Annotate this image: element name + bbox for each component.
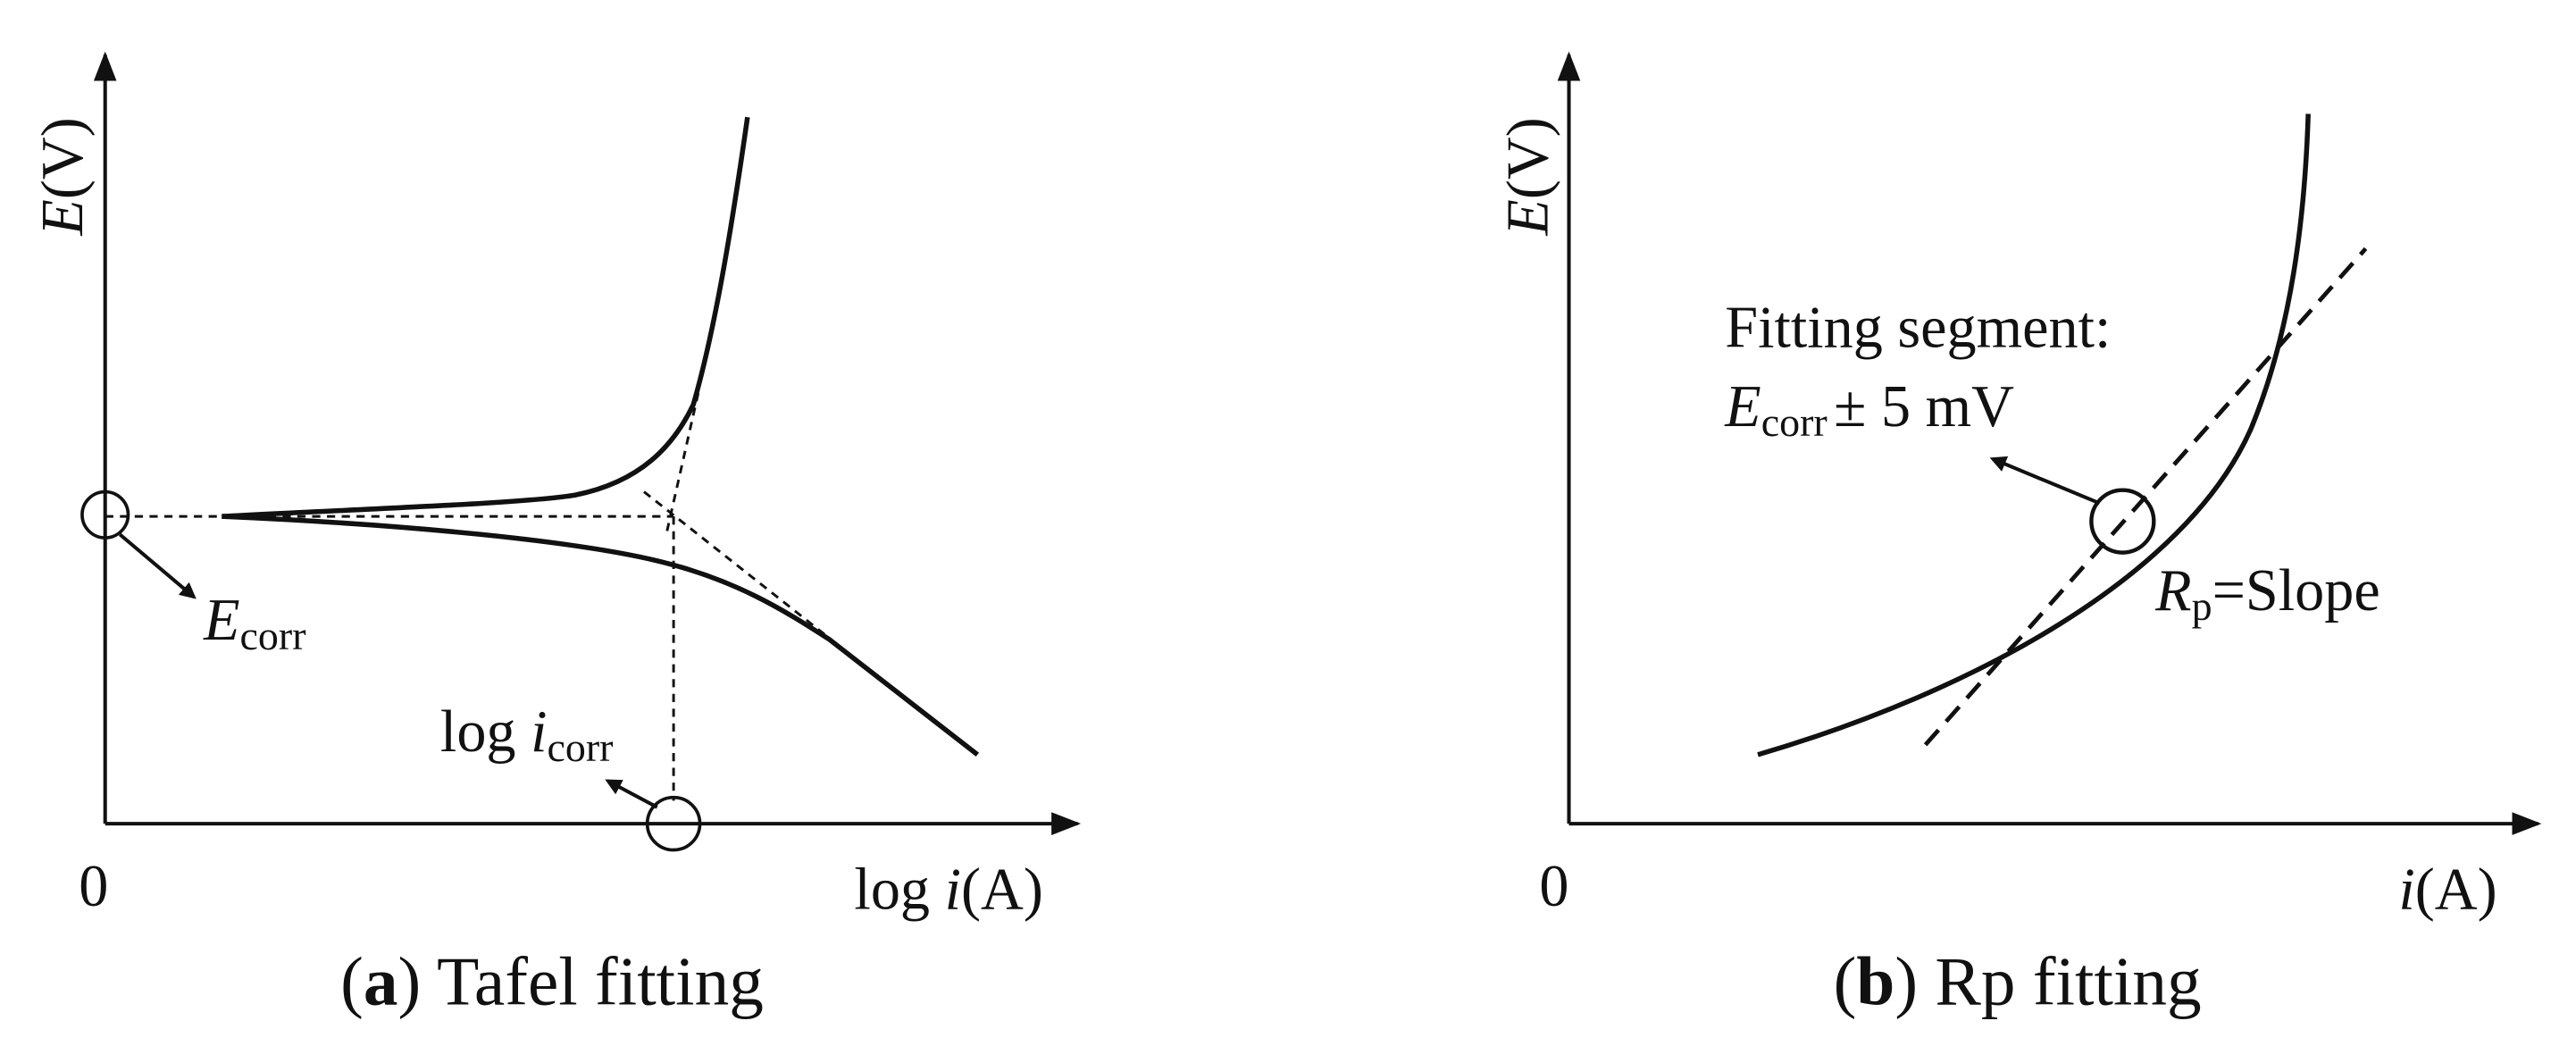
anodic-curve (222, 116, 750, 519)
subscript: corr (240, 613, 306, 658)
origin-label: 0 (79, 854, 108, 919)
cathodic-tangent (643, 490, 832, 641)
prefix: log (440, 699, 531, 765)
caption-open: ( (340, 942, 364, 1019)
icorr-circle (645, 795, 702, 852)
caption-letter: b (1856, 942, 1894, 1019)
symbol: E (203, 588, 239, 653)
origin-label: 0 (1539, 854, 1568, 919)
anodic-tangent (665, 392, 700, 532)
arrow (118, 532, 197, 599)
caption-text: ) Rp fitting (1894, 942, 2201, 1019)
x-axis-label: log i(A) (854, 858, 1042, 923)
caption-open: ( (1834, 942, 1857, 1019)
caption-letter: a (364, 942, 398, 1019)
x-axis-label: i(A) (2398, 858, 2497, 923)
subscript: p (2192, 583, 2212, 629)
caption: (a) Tafel fitting (340, 942, 764, 1019)
arrow (1989, 456, 2101, 506)
icorr-label: log icorr (440, 699, 614, 770)
slope-line (1923, 247, 2368, 747)
unit: (V) (1496, 117, 1561, 199)
range: ± 5 mV (1834, 374, 2014, 439)
arrow (605, 779, 658, 809)
slope-text: =Slope (2212, 558, 2380, 623)
polarization-curve (1757, 113, 2311, 757)
prefix: log (854, 858, 944, 923)
subscript: corr (1761, 399, 1827, 445)
symbol: E (30, 199, 96, 236)
symbol: i (945, 858, 961, 923)
caption: (b) Rp fitting (1834, 942, 2202, 1019)
fitting-circle (2089, 488, 2156, 555)
cathodic-curve (222, 514, 980, 757)
unit: (A) (2415, 858, 2497, 923)
symbol: i (531, 699, 547, 765)
ecorr-label: Ecorr (203, 588, 305, 658)
y-axis-label: E(V) (30, 117, 96, 236)
caption-text: ) Tafel fitting (398, 942, 764, 1019)
ecorr-circle (80, 490, 130, 540)
symbol: E (1496, 199, 1561, 236)
subscript: corr (547, 724, 613, 770)
panel-rp: E(V) 0 i(A) Fitting segment: Ecorr ± 5 mV… (1496, 51, 2542, 1019)
slope-label: Rp=Slope (2154, 558, 2380, 629)
fitting-label: Fitting segment: (1725, 296, 2111, 361)
symbol: R (2154, 558, 2191, 623)
fitting-range: Ecorr ± 5 mV (1724, 374, 2014, 445)
panel-tafel: E(V) 0 log i(A) Ecorr log icorr (a) Tafe… (30, 51, 1082, 1019)
y-axis-label: E(V) (1496, 117, 1561, 236)
symbol: i (2398, 858, 2414, 923)
unit: (A) (961, 858, 1043, 923)
symbol: E (1724, 374, 1761, 439)
unit: (V) (30, 117, 96, 199)
